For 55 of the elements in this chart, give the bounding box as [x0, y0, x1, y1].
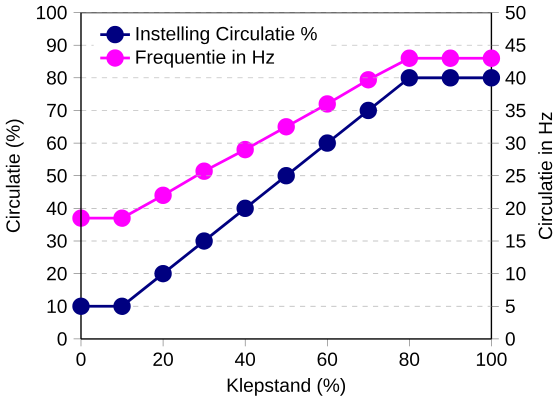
y-tick-label: 70 — [47, 104, 67, 118]
point — [236, 141, 254, 159]
x-tick-label: 80 — [400, 352, 420, 366]
point — [318, 95, 336, 113]
x-tick-label: 100 — [476, 352, 507, 366]
point — [154, 186, 172, 204]
y2-tick-label: 35 — [506, 104, 526, 118]
x-tick-label: 60 — [318, 352, 338, 366]
x-tick-label: 40 — [234, 352, 256, 366]
y-tick-label: 30 — [46, 234, 67, 248]
y2-tick-label: 30 — [506, 136, 526, 150]
y2-tick-label: 15 — [506, 234, 526, 248]
point — [154, 265, 172, 283]
x-tick-label: 0 — [76, 352, 86, 366]
point — [482, 69, 500, 87]
y2-tick-label: 25 — [506, 169, 526, 183]
x-tick-label: 20 — [153, 352, 173, 366]
y2-tick-label: 40 — [505, 71, 526, 85]
point — [400, 69, 418, 87]
y2-tick-label: 0 — [506, 332, 515, 346]
point — [360, 71, 377, 89]
y-tick-label: 50 — [46, 169, 67, 183]
point — [482, 50, 500, 68]
point — [360, 102, 377, 120]
point — [113, 210, 131, 228]
point — [113, 298, 131, 316]
y-tick-label: 80 — [46, 71, 67, 85]
x-axis-title: Klepstand (%) — [228, 378, 346, 396]
y-tick-label: 10 — [48, 300, 67, 314]
y2-tick-label: 20 — [506, 202, 526, 216]
y-tick-label: 100 — [36, 6, 67, 20]
point — [236, 200, 254, 218]
point — [442, 69, 460, 87]
point — [72, 210, 90, 228]
point — [400, 50, 418, 68]
y-axis-title: Circulatie (%) — [6, 120, 24, 232]
point — [318, 134, 336, 152]
point — [278, 167, 295, 185]
y-tick-label: 60 — [47, 136, 67, 150]
y2-axis-title: Circulatie in Hz — [538, 112, 552, 240]
legend-label: Frequentie in Hz — [136, 50, 274, 68]
point — [195, 162, 213, 180]
y2-tick-label: 45 — [505, 38, 526, 52]
point — [72, 298, 90, 316]
y-tick-label: 0 — [58, 332, 67, 346]
y2-tick-label: 5 — [506, 300, 515, 314]
point — [278, 118, 295, 136]
point — [442, 50, 460, 68]
y-tick-label: 20 — [47, 267, 67, 281]
y-tick-label: 90 — [47, 38, 67, 52]
y2-tick-label: 50 — [506, 6, 526, 20]
y2-tick-label: 10 — [506, 267, 526, 281]
point — [195, 232, 213, 250]
y-tick-label: 40 — [46, 202, 67, 216]
legend-label: Instelling Circulatie % — [136, 26, 317, 44]
